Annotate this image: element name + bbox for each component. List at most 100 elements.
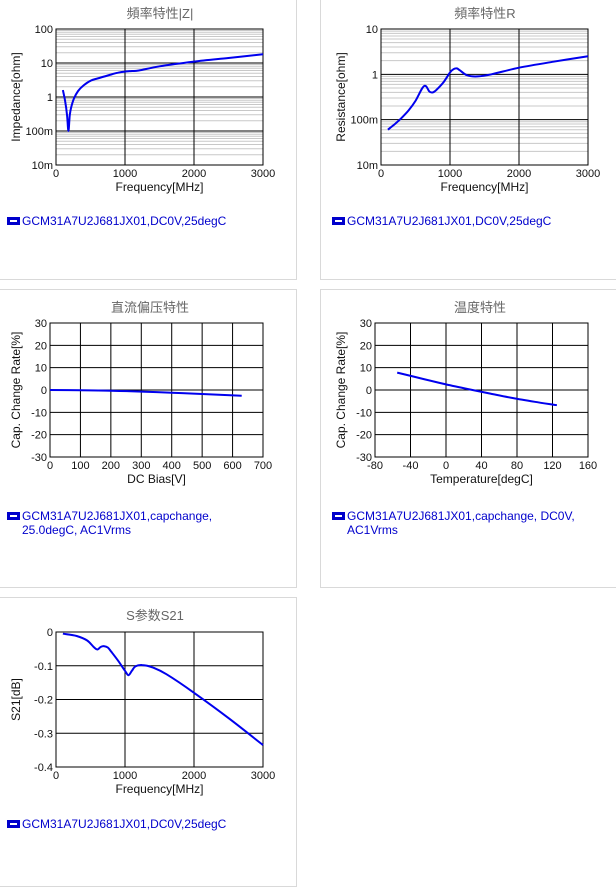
x-tick-label: 600 — [223, 460, 241, 472]
legend-impedance[interactable]: GCM31A7U2J681JX01,DC0V,25degC — [7, 214, 292, 228]
x-tick-label: 100 — [71, 460, 89, 472]
x-tick-label: 400 — [163, 460, 181, 472]
x-tick-label: 200 — [102, 460, 120, 472]
x-tick-label: 0 — [47, 460, 53, 472]
y-tick-label: 0 — [47, 627, 53, 639]
x-tick-label: 500 — [193, 460, 211, 472]
x-axis-label: Frequency[MHz] — [440, 180, 528, 194]
legend-swatch-icon — [332, 512, 345, 520]
x-tick-label: 300 — [132, 460, 150, 472]
y-axis-label: S21[dB] — [9, 678, 23, 721]
x-tick-label: 1000 — [113, 770, 137, 782]
y-tick-label: 30 — [360, 318, 372, 330]
y-tick-label: 10 — [41, 58, 53, 70]
legend-label: GCM31A7U2J681JX01,DC0V,25degC — [22, 817, 227, 831]
plot-frame — [55, 28, 264, 166]
x-tick-label: 2000 — [182, 770, 206, 782]
series-line — [387, 55, 589, 131]
series-line — [49, 389, 242, 397]
plot-frame — [55, 631, 264, 768]
y-tick-label: -0.2 — [34, 695, 53, 707]
y-tick-label: -30 — [356, 452, 372, 464]
x-axis-label: Temperature[degC] — [430, 472, 533, 486]
x-tick-label: -80 — [367, 460, 383, 472]
chart-title: 頻率特性R — [454, 6, 515, 21]
y-axis-label: Resistance[ohm] — [334, 52, 348, 141]
x-tick-label: 1000 — [438, 168, 462, 180]
x-tick-label: 80 — [511, 460, 523, 472]
x-tick-label: 1000 — [113, 168, 137, 180]
y-tick-label: 30 — [35, 318, 47, 330]
legend-label: GCM31A7U2J681JX01,capchange, DC0V, AC1Vr… — [347, 509, 575, 537]
x-tick-label: 120 — [543, 460, 561, 472]
series-line — [61, 53, 264, 132]
y-tick-label: 10 — [366, 24, 378, 36]
plot-frame — [380, 28, 589, 166]
legend-swatch-icon — [7, 217, 20, 225]
y-tick-label: -0.1 — [34, 661, 53, 673]
legend-resistance[interactable]: GCM31A7U2J681JX01,DC0V,25degC — [332, 214, 612, 228]
legend-swatch-icon — [7, 820, 20, 828]
series-line — [396, 371, 558, 407]
y-axis-label: Cap. Change Rate[%] — [9, 332, 23, 449]
y-tick-label: 100m — [350, 115, 378, 127]
legend-temperature[interactable]: GCM31A7U2J681JX01,capchange, DC0V, AC1Vr… — [332, 509, 602, 537]
y-axis-label: Cap. Change Rate[%] — [334, 332, 348, 449]
legend-label: GCM31A7U2J681JX01,DC0V,25degC — [347, 214, 552, 228]
y-tick-label: -30 — [31, 452, 47, 464]
y-tick-label: 10 — [360, 363, 372, 375]
x-tick-label: 3000 — [251, 168, 275, 180]
legend-label: GCM31A7U2J681JX01,capchange, 25.0degC, A… — [22, 509, 213, 537]
y-tick-label: -20 — [356, 430, 372, 442]
legend-s21[interactable]: GCM31A7U2J681JX01,DC0V,25degC — [7, 817, 292, 831]
x-axis-label: DC Bias[V] — [127, 472, 186, 486]
x-tick-label: 3000 — [576, 168, 600, 180]
chart-panel-temperature — [320, 289, 616, 588]
chart-title: 直流偏压特性 — [111, 300, 189, 315]
x-tick-label: 0 — [443, 460, 449, 472]
chart-panel-s21 — [0, 597, 297, 887]
x-tick-label: -40 — [403, 460, 419, 472]
chart-title: 温度特性 — [454, 300, 506, 315]
x-axis-label: Frequency[MHz] — [115, 180, 203, 194]
y-tick-label: 1 — [372, 69, 378, 81]
y-tick-label: 20 — [360, 340, 372, 352]
x-tick-label: 3000 — [251, 770, 275, 782]
x-tick-label: 0 — [53, 168, 59, 180]
series-line — [62, 632, 264, 746]
y-tick-label: -0.4 — [34, 762, 53, 774]
y-tick-label: 100m — [25, 126, 53, 138]
x-tick-label: 40 — [475, 460, 487, 472]
y-axis-label: Impedance[ohm] — [9, 52, 23, 141]
y-tick-label: -10 — [31, 407, 47, 419]
y-tick-label: 10m — [357, 160, 378, 172]
y-tick-label: -0.3 — [34, 728, 53, 740]
legend-swatch-icon — [7, 512, 20, 520]
plot-frame — [374, 322, 589, 458]
x-tick-label: 2000 — [507, 168, 531, 180]
y-tick-label: 0 — [41, 385, 47, 397]
y-tick-label: -20 — [31, 430, 47, 442]
x-axis-label: Frequency[MHz] — [115, 782, 203, 796]
y-tick-label: 10 — [35, 363, 47, 375]
legend-swatch-icon — [332, 217, 345, 225]
legend-dc-bias[interactable]: GCM31A7U2J681JX01,capchange, 25.0degC, A… — [7, 509, 247, 537]
x-tick-label: 0 — [378, 168, 384, 180]
y-tick-label: 10m — [32, 160, 53, 172]
legend-label: GCM31A7U2J681JX01,DC0V,25degC — [22, 214, 227, 228]
y-tick-label: -10 — [356, 407, 372, 419]
chart-title: S参数S21 — [126, 608, 184, 623]
x-tick-label: 700 — [254, 460, 272, 472]
y-tick-label: 20 — [35, 340, 47, 352]
x-tick-label: 2000 — [182, 168, 206, 180]
y-tick-label: 1 — [47, 92, 53, 104]
y-tick-label: 0 — [366, 385, 372, 397]
x-tick-label: 0 — [53, 770, 59, 782]
chart-title: 頻率特性|Z| — [127, 6, 194, 21]
x-tick-label: 160 — [579, 460, 597, 472]
